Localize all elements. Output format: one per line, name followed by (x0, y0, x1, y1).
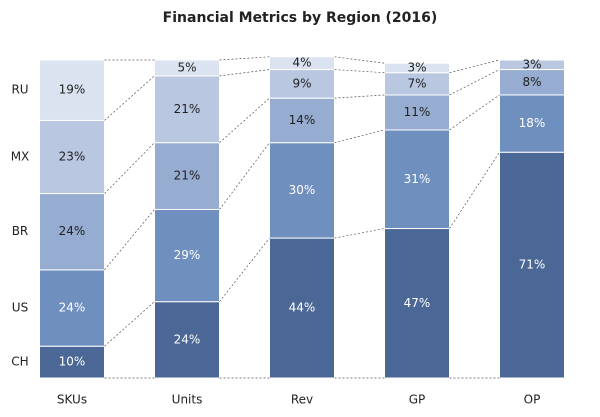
connector (219, 142, 270, 210)
bar-segment (39, 345, 105, 379)
connector (334, 228, 385, 239)
data-label: 24% (59, 301, 86, 315)
x-tick-label: Units (172, 393, 203, 407)
bar-segment (154, 59, 220, 77)
connector (104, 75, 155, 121)
bar-segment (39, 119, 105, 195)
bar-segment (269, 69, 335, 99)
data-label: 29% (174, 248, 201, 262)
bar-segment (154, 301, 220, 379)
connector (104, 209, 155, 271)
connector (219, 69, 270, 77)
data-label: 4% (292, 56, 311, 70)
data-label: 19% (59, 83, 86, 97)
connector (334, 56, 385, 64)
bar-segment (269, 56, 335, 71)
data-label: 11% (404, 105, 431, 119)
legend-label: MX (11, 149, 30, 163)
bar-segment (154, 208, 220, 303)
chart-title: Financial Metrics by Region (2016) (163, 10, 438, 26)
legend-label: RU (11, 83, 28, 97)
connector (334, 69, 385, 74)
data-label: 10% (59, 355, 86, 369)
bar-segment (384, 62, 450, 74)
data-label: 3% (407, 60, 426, 74)
bar-segment (384, 94, 450, 131)
bar-segment (39, 269, 105, 347)
connector (334, 94, 385, 99)
data-label: 7% (407, 76, 426, 90)
data-label: 21% (174, 169, 201, 183)
data-label: 5% (177, 60, 196, 74)
data-label: 31% (404, 172, 431, 186)
data-label: 21% (174, 102, 201, 116)
data-label: 8% (522, 75, 541, 89)
data-label: 9% (292, 76, 311, 90)
bar-segment (269, 142, 335, 239)
connector (449, 59, 500, 74)
x-tick-label: Rev (291, 393, 313, 407)
bar-segment (384, 228, 450, 379)
bar-segment (154, 142, 220, 210)
bar-segment (384, 129, 450, 230)
bar-segment (269, 97, 335, 144)
connector (219, 97, 270, 143)
connector (449, 94, 500, 131)
bar-segment (499, 59, 565, 71)
bar-segment (269, 237, 335, 379)
x-tick-label: SKUs (57, 393, 87, 407)
legend-label: CH (11, 355, 28, 369)
data-label: 3% (522, 57, 541, 71)
legend-label: BR (12, 224, 29, 238)
connector (449, 69, 500, 96)
data-label: 44% (289, 301, 316, 315)
data-label: 18% (519, 116, 546, 130)
data-label: 24% (59, 224, 86, 238)
connector (104, 142, 155, 194)
connector (219, 56, 270, 61)
x-tick-label: OP (524, 393, 541, 407)
data-label: 24% (174, 332, 201, 346)
bar-segment (154, 75, 220, 144)
bar-segment (499, 151, 565, 379)
connector (449, 152, 500, 229)
data-label: 14% (289, 113, 316, 127)
bar-segment (39, 59, 105, 121)
bar-segment (499, 94, 565, 153)
x-tick-label: GP (409, 393, 426, 407)
connector (104, 301, 155, 347)
data-label: 71% (519, 258, 546, 272)
data-label: 23% (59, 149, 86, 163)
data-label: 30% (289, 183, 316, 197)
bar-segment (499, 69, 565, 96)
connector (219, 237, 270, 302)
data-label: 47% (404, 296, 431, 310)
legend-label: US (12, 301, 28, 315)
connector (334, 129, 385, 144)
